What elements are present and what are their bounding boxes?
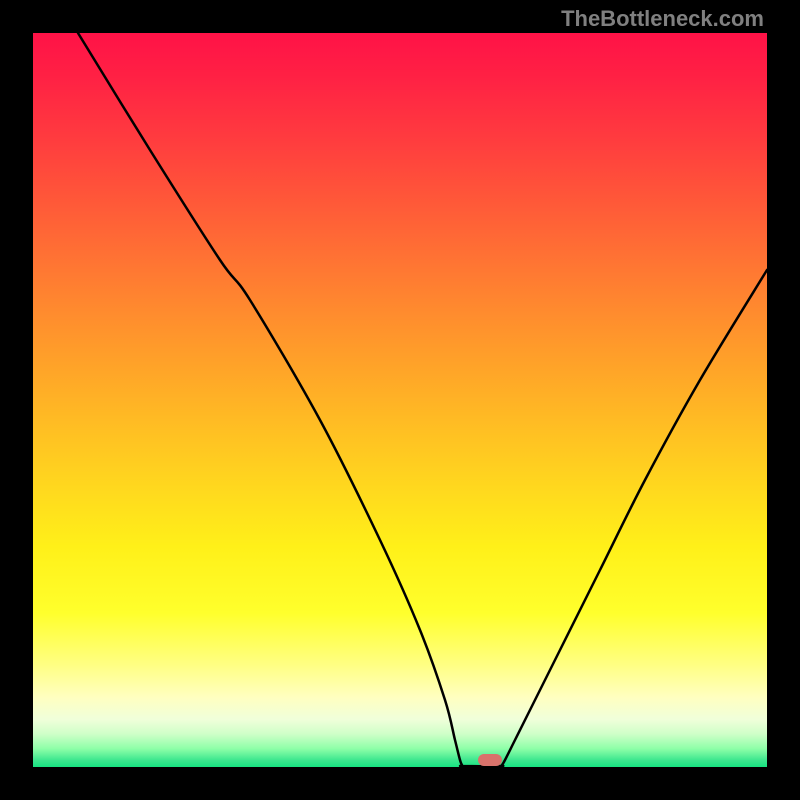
watermark-text: TheBottleneck.com [561, 6, 764, 32]
chart-container: TheBottleneck.com [0, 0, 800, 800]
plot-area [33, 33, 767, 767]
